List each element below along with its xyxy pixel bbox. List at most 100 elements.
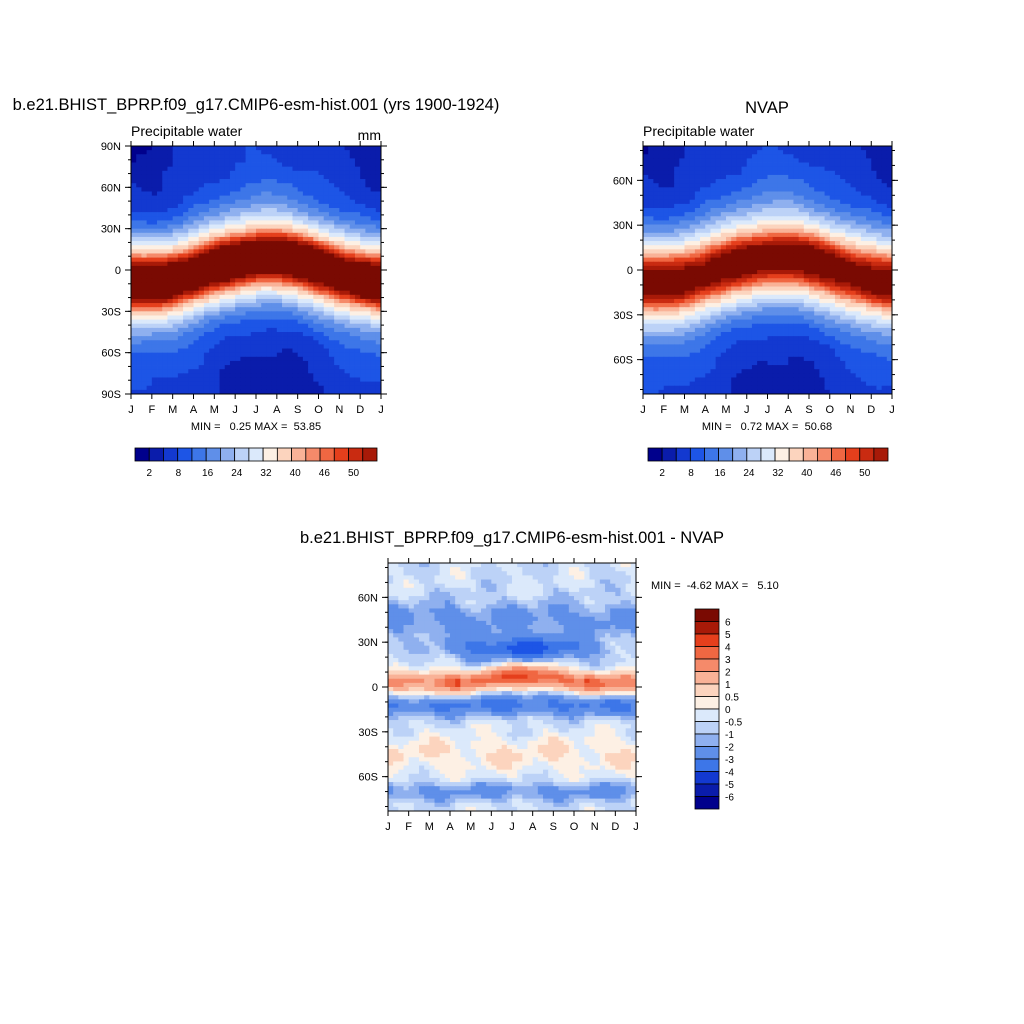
heatmap-cell [674,311,680,316]
heatmap-cell [250,340,257,345]
heatmap-cell [183,303,189,308]
heatmap-cell [855,298,862,304]
heatmap-cell [198,278,205,283]
heatmap-cell [198,154,205,159]
heatmap-cell [767,162,774,168]
heatmap-cell [689,170,696,176]
heatmap-cell [845,208,851,213]
heatmap-cell [643,274,649,279]
heatmap-cell [715,265,722,271]
heatmap-cell [177,174,184,180]
heatmap-cell [850,307,857,312]
heatmap-cell [871,286,877,292]
x-tick-label: M [168,404,177,416]
heatmap-cell [162,373,168,378]
heatmap-cell [308,290,314,296]
heatmap-cell [214,228,220,234]
heatmap-cell [715,315,722,320]
heatmap-cell [814,294,820,300]
heatmap-cell [741,203,748,209]
heatmap-cell [679,241,685,246]
heatmap-cell [297,282,304,287]
heatmap-cell [674,315,680,320]
heatmap-cell [198,336,205,341]
heatmap-cell [198,195,205,201]
heatmap-cell [726,294,732,300]
heatmap-cell [360,369,366,374]
heatmap-cell [798,199,805,205]
heatmap-cell [193,286,200,292]
heatmap-cell [157,377,163,382]
heatmap-cell [131,208,137,213]
heatmap-cell [375,323,382,329]
heatmap-cell [767,253,774,258]
heatmap-cell [668,187,675,192]
heatmap-cell [266,191,273,196]
heatmap-cell [146,249,153,254]
heatmap-cell [689,158,696,163]
heatmap-cell [824,146,831,151]
heatmap-cell [308,286,314,292]
heatmap-cell [824,278,831,283]
heatmap-cell [235,203,241,209]
heatmap-cell [183,298,189,304]
heatmap-cell [715,257,722,263]
heatmap-cell [292,270,299,275]
heatmap-cell [183,174,189,180]
heatmap-cell [705,265,711,271]
colorbar-label: 16 [202,468,214,479]
heatmap-cell [276,315,283,320]
heatmap-cell [663,236,670,242]
heatmap-cell [177,282,184,287]
heatmap-cell [679,220,685,225]
heatmap-cell [710,274,717,279]
heatmap-cell [658,187,665,192]
heatmap-cell [365,195,371,201]
heatmap-cell [302,286,309,292]
heatmap-cell [136,220,142,225]
heatmap-cell [183,389,189,395]
heatmap-cell [198,369,205,374]
heatmap-cell [855,212,862,217]
heatmap-cell [292,187,299,192]
heatmap-cell [741,179,748,184]
heatmap-cell [151,174,158,180]
heatmap-cell [803,294,810,300]
heatmap-cell [136,365,142,370]
heatmap-cell [845,249,851,254]
heatmap-cell [250,245,257,250]
heatmap-cell [643,187,649,192]
heatmap-cell [297,220,304,225]
heatmap-cell [643,253,649,258]
heatmap-cell [229,249,236,254]
heatmap-cell [658,311,665,316]
heatmap-cell [313,344,319,349]
heatmap-cell [736,220,742,225]
heatmap-cell [746,195,753,201]
heatmap-cell [881,158,888,163]
heatmap-cell [349,216,356,221]
heatmap-cell [772,187,779,192]
heatmap-cell [203,270,210,275]
heatmap-cell [829,298,836,304]
heatmap-cell [788,278,794,283]
heatmap-cell [157,385,163,391]
heatmap-cell [224,389,231,395]
heatmap-cell [151,377,158,382]
heatmap-cell [146,377,153,382]
heatmap-cell [183,228,189,234]
heatmap-cell [850,187,857,192]
heatmap-cell [214,381,220,387]
heatmap-cell [131,298,137,304]
heatmap-cell [349,249,356,254]
heatmap-cell [694,208,701,213]
heatmap-cell [344,228,351,234]
heatmap-cell [653,174,659,180]
heatmap-cell [250,249,257,254]
heatmap-cell [648,257,654,263]
heatmap-cell [157,352,163,358]
heatmap-cell [349,278,356,283]
heatmap-cell [777,274,784,279]
heatmap-cell [214,162,220,168]
heatmap-cell [731,282,737,287]
